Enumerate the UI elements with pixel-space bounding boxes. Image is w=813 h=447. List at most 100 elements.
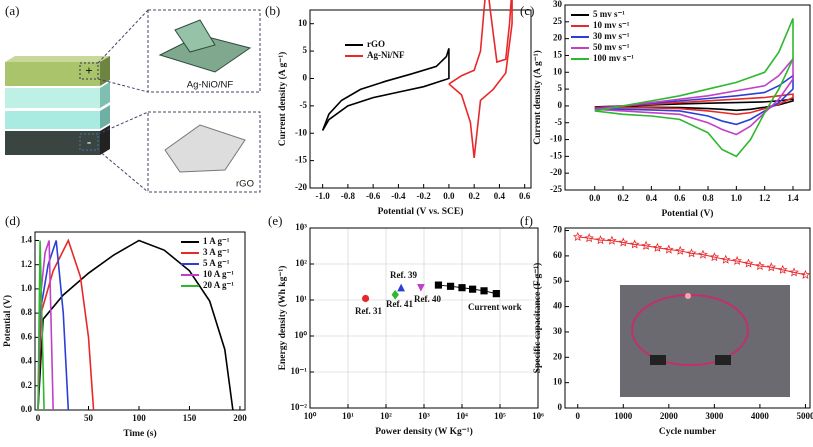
marker [732, 255, 742, 266]
y-tick-label: 0 [558, 402, 563, 412]
y-tick-label: 15 [553, 50, 563, 60]
x-tick-label: 2000 [660, 411, 679, 421]
y-tick-label: -10 [550, 134, 562, 144]
panel-label: (d) [5, 213, 20, 228]
x-tick-label: 0.2 [617, 193, 629, 203]
x-tick-label: 100 [132, 413, 146, 423]
marker [743, 258, 754, 268]
x-tick-label: 10³ [418, 411, 430, 421]
marker [434, 281, 443, 289]
x-tick-label: -0.8 [341, 191, 356, 201]
zoom-line [97, 9, 149, 64]
y-tick-label: 70 [553, 225, 563, 235]
x-axis-title: Time (s) [123, 428, 156, 439]
marker [595, 235, 606, 245]
marker [720, 254, 731, 264]
y-tick-label: 30 [553, 326, 563, 336]
marker [618, 237, 629, 247]
y-tick-label: 50 [553, 275, 563, 285]
panel-label: (e) [268, 213, 282, 228]
y-tick-label: 20 [553, 33, 563, 43]
legend-label: rGO [367, 39, 385, 49]
legend-label: 1 A g⁻¹ [203, 236, 230, 246]
legend-label: 50 mv s⁻¹ [593, 42, 630, 52]
plot-frame [309, 9, 532, 189]
y-tick-label: 0 [303, 73, 308, 83]
x-axis-title: Power density (W Kg⁻¹) [375, 426, 473, 437]
zoom-line [97, 149, 149, 193]
series-line [37, 239, 234, 411]
legend-label: 20 A g⁻¹ [203, 280, 234, 290]
series-line [448, 0, 513, 158]
y-tick-label: 25 [553, 16, 563, 26]
marker [492, 290, 500, 298]
layer-side [100, 56, 110, 86]
marker [675, 245, 686, 255]
x-tick-label: 0.2 [469, 191, 481, 201]
marker [698, 249, 708, 259]
photo [620, 285, 790, 397]
panel-label: (a) [5, 3, 19, 18]
marker [458, 284, 466, 292]
marker [686, 248, 697, 258]
diagram-a: (a) + - Ag-NiO/NF rGO [5, 3, 261, 193]
x-tick-label: 1.2 [759, 193, 771, 203]
zoom-line [97, 111, 149, 135]
clip [650, 355, 666, 365]
series-line [594, 74, 794, 126]
y-tick-label: 1.2 [21, 259, 33, 269]
inset-photo [620, 285, 790, 397]
series-line [321, 48, 450, 131]
marker [709, 252, 720, 262]
x-tick-label: 1.4 [787, 193, 799, 203]
plot-frame [564, 4, 811, 191]
y-tick-label: -20 [550, 167, 562, 177]
bottom-label: rGO [236, 179, 254, 190]
chart: (c) 0.0 0.2 0.4 0.6 0.8 1.0 1.2 1.4 -25 -20 -15 -10 -… [520, 0, 811, 219]
y-axis-title: Specific capacitance (F g⁻¹) [532, 263, 543, 374]
legend-label: 10 mv s⁻¹ [593, 20, 630, 30]
legend-label: 30 mv s⁻¹ [593, 31, 630, 41]
series-label: Ref. 41 [386, 299, 413, 309]
y-axis-title: Current density (A g⁻¹) [532, 50, 543, 145]
x-tick-label: 200 [233, 413, 247, 423]
y-tick-label: -5 [555, 117, 563, 127]
negative-sign: - [87, 134, 91, 149]
x-tick-label: 0.0 [589, 193, 601, 203]
x-tick-label: -0.2 [417, 191, 432, 201]
y-tick-label: 0.0 [21, 404, 33, 414]
led [685, 293, 691, 299]
chart: (f) 0 1000 2000 3000 4000 5000 0 10 20 30 40 50 60 70 C… [520, 213, 813, 437]
plot-frame [309, 227, 539, 409]
layer [5, 62, 100, 86]
marker [584, 233, 594, 243]
layer-top [5, 56, 110, 62]
legend-label: Ag-Ni/NF [367, 50, 405, 60]
x-tick-label: 5000 [796, 411, 813, 421]
x-tick-label: 4000 [751, 411, 770, 421]
x-tick-label: 1.0 [731, 193, 743, 203]
marker [800, 269, 811, 279]
series-line [594, 98, 794, 112]
y-tick-label: 0 [558, 100, 563, 110]
y-tick-label: 10⁰ [294, 330, 307, 340]
series-label: Ref. 40 [414, 294, 441, 304]
series-line [37, 240, 45, 411]
y-tick-label: 0.2 [21, 380, 33, 390]
legend-label: 5 mv s⁻¹ [593, 9, 625, 19]
zoom-line [97, 78, 149, 93]
x-axis-title: Potential (V) [662, 208, 714, 219]
y-axis-title: Energy density (Wh kg⁻¹) [277, 266, 288, 371]
chart: (d) 0 50 100 150 200 0.0 0.2 0.4 0.6 0.8 1.0 1.2 1.4 T… [2, 213, 247, 439]
x-tick-label: 0.4 [646, 193, 658, 203]
x-axis-title: Cycle number [659, 427, 717, 437]
y-tick-label: -10 [295, 127, 307, 137]
x-tick-label: 10¹ [342, 411, 354, 421]
y-tick-label: 20 [553, 351, 563, 361]
marker [391, 289, 399, 300]
y-tick-label: 10² [295, 258, 307, 268]
x-tick-label: 0.4 [494, 191, 506, 201]
marker [755, 260, 765, 271]
legend-label: 100 mv s⁻¹ [593, 53, 634, 63]
